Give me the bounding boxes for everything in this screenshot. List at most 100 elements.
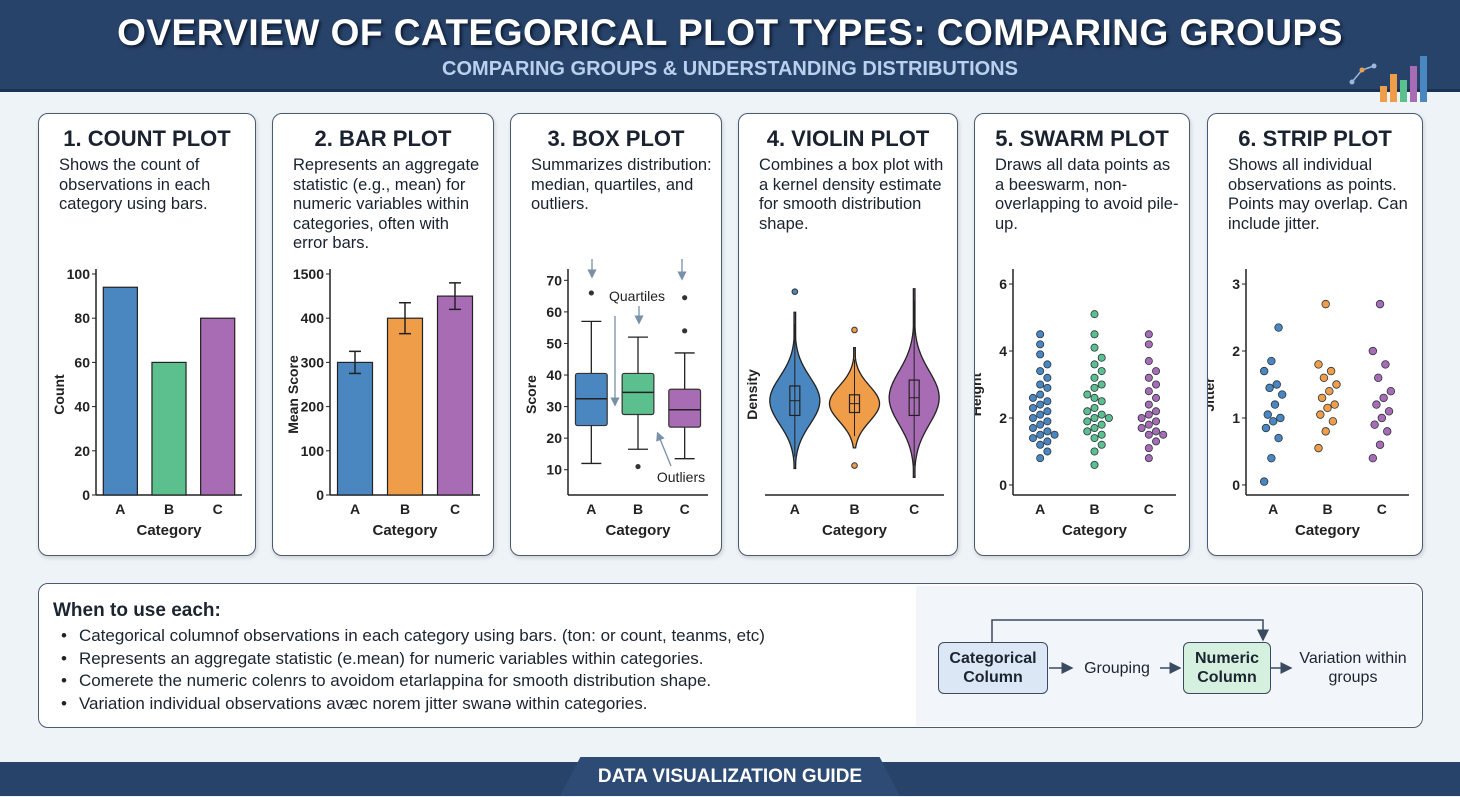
data-point bbox=[1379, 393, 1388, 403]
data-point bbox=[1267, 356, 1276, 366]
data-point bbox=[1152, 367, 1161, 376]
data-point bbox=[1274, 433, 1283, 443]
data-point bbox=[1332, 380, 1341, 389]
outlier-point bbox=[851, 462, 858, 469]
data-point bbox=[1314, 360, 1323, 369]
data-point bbox=[1090, 373, 1099, 382]
y-axis-label: Count bbox=[51, 374, 67, 415]
usage-section: When to use each: Categorical columnof o… bbox=[38, 583, 1423, 728]
data-point bbox=[1368, 453, 1378, 463]
y-axis-label: Height bbox=[975, 372, 984, 416]
data-point bbox=[1036, 400, 1045, 409]
data-point bbox=[1036, 380, 1045, 389]
violin-plot-chart: A B C Category Density bbox=[744, 288, 944, 539]
data-point bbox=[1036, 340, 1045, 349]
data-point bbox=[1090, 403, 1099, 412]
data-point bbox=[1270, 400, 1280, 409]
y-tick-label: 10 bbox=[546, 462, 562, 478]
data-point bbox=[1090, 383, 1099, 392]
footer-label: DATA VISUALIZATION GUIDE bbox=[560, 757, 900, 796]
x-tick-label: B bbox=[164, 501, 174, 517]
data-point bbox=[1036, 350, 1045, 359]
data-point bbox=[1263, 410, 1272, 419]
panel-description: Draws all data points as a beeswarm, non… bbox=[995, 156, 1179, 233]
data-point bbox=[1377, 413, 1387, 423]
data-point bbox=[1268, 417, 1278, 426]
data-point bbox=[1036, 410, 1045, 419]
panel-title: 2. BAR PLOT bbox=[314, 126, 452, 151]
y-tick-label: 30 bbox=[546, 399, 562, 415]
bar bbox=[436, 295, 474, 496]
chart-logo-icon bbox=[1349, 56, 1427, 102]
panel-title: 5. SWARM PLOT bbox=[995, 126, 1169, 151]
data-point bbox=[1043, 383, 1052, 392]
data-point bbox=[1326, 366, 1336, 376]
data-point bbox=[1043, 417, 1052, 426]
x-tick-label: C bbox=[1144, 501, 1154, 517]
panel-description: Represents an aggregate statistic (e.g.,… bbox=[293, 156, 480, 252]
data-point bbox=[1097, 430, 1106, 439]
data-point bbox=[1152, 407, 1161, 416]
data-point bbox=[1144, 400, 1153, 409]
data-point bbox=[1090, 343, 1099, 352]
x-tick-label: C bbox=[450, 501, 460, 517]
annotation-arrow bbox=[656, 431, 672, 467]
outlier-point bbox=[791, 288, 799, 295]
bar bbox=[200, 317, 236, 496]
annotation-quartiles: Quartiles bbox=[609, 288, 665, 304]
data-point bbox=[1261, 423, 1271, 433]
x-axis-label: Category bbox=[136, 522, 202, 539]
usage-item: Represents an aggregate statistic (e.mea… bbox=[61, 648, 765, 671]
data-point bbox=[1317, 393, 1327, 403]
data-point bbox=[1083, 390, 1092, 399]
data-point bbox=[1097, 440, 1106, 449]
x-tick-label: A bbox=[586, 501, 596, 517]
data-point bbox=[1144, 357, 1153, 366]
count-plot-chart: 0 20 40 60 80 100 A B C Category Count bbox=[51, 266, 242, 539]
data-point bbox=[1090, 434, 1099, 443]
data-point bbox=[1036, 390, 1045, 399]
data-point bbox=[1036, 367, 1045, 376]
panel-title: 4. VIOLIN PLOT bbox=[766, 126, 930, 151]
data-point bbox=[1375, 440, 1385, 449]
data-point bbox=[1036, 330, 1045, 339]
y-axis-label: Density bbox=[744, 369, 760, 420]
bar bbox=[336, 361, 374, 496]
panel-description: Combines a box plot with a kernel densit… bbox=[759, 156, 944, 233]
box bbox=[574, 372, 608, 427]
y-tick-label: 1500 bbox=[293, 266, 324, 282]
x-tick-label: B bbox=[1322, 501, 1332, 517]
data-point bbox=[1097, 353, 1106, 362]
data-point bbox=[1090, 460, 1099, 469]
y-tick-label: 2 bbox=[999, 410, 1007, 426]
x-axis-label: Category bbox=[1062, 522, 1128, 539]
data-point bbox=[1328, 417, 1338, 426]
data-point bbox=[1104, 413, 1113, 422]
data-point bbox=[1036, 420, 1045, 429]
data-point bbox=[1325, 386, 1334, 396]
data-point bbox=[1144, 444, 1153, 453]
data-point bbox=[1043, 437, 1052, 446]
panel-violin-plot: 4. VIOLIN PLOT Combines a box plot with … bbox=[738, 113, 958, 556]
y-tick-label: 40 bbox=[546, 367, 562, 383]
data-point bbox=[1383, 427, 1392, 436]
data-point bbox=[1152, 427, 1161, 436]
panel-box-plot: 3. BOX PLOT Summarizes distribution: med… bbox=[510, 113, 722, 556]
data-point bbox=[1259, 366, 1269, 376]
data-point bbox=[1090, 447, 1099, 456]
x-axis-label: Category bbox=[1295, 522, 1361, 539]
data-point bbox=[1028, 424, 1037, 433]
data-point bbox=[1043, 373, 1052, 382]
y-tick-label: 6 bbox=[999, 276, 1007, 292]
data-point bbox=[1090, 310, 1099, 319]
y-tick-label: 100 bbox=[67, 266, 91, 282]
data-point bbox=[1028, 403, 1037, 412]
data-point bbox=[1330, 400, 1339, 409]
data-point bbox=[1370, 420, 1379, 429]
categorical-column-box: Categorical Column bbox=[938, 642, 1048, 694]
data-point bbox=[1043, 360, 1052, 369]
data-point bbox=[1090, 393, 1099, 402]
y-tick-label: 0 bbox=[82, 487, 90, 503]
usage-list: Categorical columnof observations in eac… bbox=[61, 625, 765, 715]
usage-item: Comerete the numeric colenrs to avoidom … bbox=[61, 670, 765, 693]
